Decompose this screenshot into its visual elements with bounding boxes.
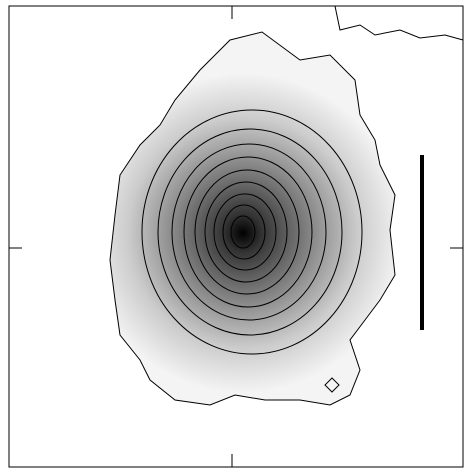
edge-contour [334,5,464,41]
contour [141,109,363,355]
contour [230,215,256,249]
contour [204,181,288,283]
contour-levels [141,109,363,355]
frame [8,5,464,468]
contour [183,156,313,308]
contour [222,204,266,260]
contour [171,143,327,321]
small-contour [324,377,340,393]
contour [194,169,300,295]
contour [157,128,343,336]
contour [213,193,277,271]
outer-contour [109,31,396,406]
